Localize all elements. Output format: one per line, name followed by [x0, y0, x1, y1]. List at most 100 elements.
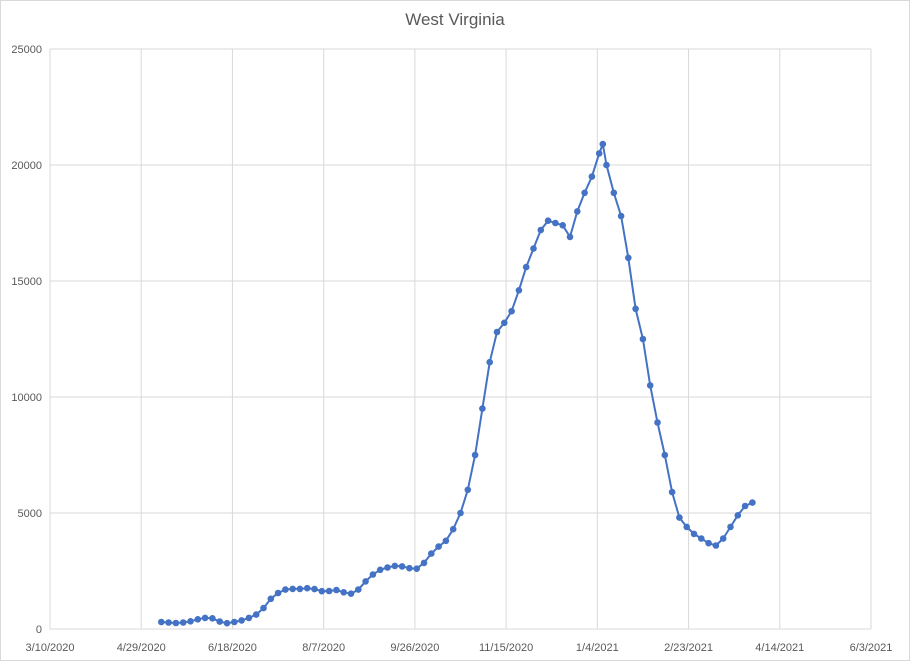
data-point: [479, 405, 486, 412]
data-point: [471, 451, 479, 459]
data-point: [501, 319, 508, 327]
data-point: [676, 514, 683, 521]
y-tick-label: 15000: [11, 276, 42, 288]
data-point: [274, 589, 282, 597]
data-point: [515, 287, 523, 294]
data-point: [311, 585, 318, 593]
data-point: [209, 615, 216, 622]
x-tick-label: 4/14/2021: [755, 642, 804, 654]
y-tick-label: 10000: [11, 392, 42, 404]
data-point: [194, 616, 202, 623]
data-point: [522, 263, 530, 271]
data-point: [449, 525, 457, 533]
data-point: [428, 550, 435, 557]
data-point: [727, 523, 734, 531]
data-point: [325, 587, 333, 595]
y-tick-label: 0: [36, 624, 42, 636]
data-point: [223, 619, 231, 627]
x-tick-label: 6/18/2020: [208, 642, 257, 654]
data-point: [464, 486, 472, 494]
data-point: [559, 222, 566, 229]
data-point: [303, 584, 311, 592]
data-point: [296, 585, 304, 593]
data-point: [252, 611, 260, 618]
y-tick-label: 25000: [11, 44, 42, 56]
data-point: [201, 614, 209, 622]
data-point: [362, 578, 369, 585]
data-point: [158, 618, 165, 626]
data-point: [391, 562, 399, 570]
chart-title: West Virginia: [405, 10, 505, 29]
axis-labels: 0 5000 10000 15000 20000 25000 3/10/2020 4/29/2…: [11, 44, 892, 654]
data-point: [749, 499, 756, 506]
data-point: [530, 245, 537, 252]
data-point: [705, 539, 712, 547]
data-point: [216, 618, 223, 625]
data-point: [289, 585, 297, 593]
data-point: [398, 563, 406, 570]
data-point: [719, 535, 727, 542]
data-point: [340, 589, 348, 596]
data-point: [639, 335, 647, 343]
x-tick-label: 1/4/2021: [576, 642, 619, 654]
data-point: [661, 451, 669, 459]
data-point: [369, 571, 377, 578]
data-point: [435, 543, 442, 550]
data-point: [698, 535, 705, 542]
data-point: [574, 208, 581, 215]
data-point: [654, 419, 661, 426]
data-point: [187, 618, 194, 625]
y-tick-label: 5000: [18, 508, 42, 520]
data-point: [420, 559, 428, 567]
x-tick-label: 6/3/2021: [850, 642, 893, 654]
data-point: [544, 217, 552, 224]
data-point: [566, 233, 574, 241]
data-point: [442, 537, 450, 545]
data-point: [508, 307, 515, 315]
data-point: [384, 564, 391, 571]
data-point: [260, 604, 267, 612]
data-point: [552, 219, 559, 227]
data-point: [646, 382, 654, 389]
x-tick-label: 3/10/2020: [26, 642, 75, 654]
x-tick-label: 8/7/2020: [302, 642, 345, 654]
data-point: [632, 305, 639, 313]
gridlines: [49, 48, 872, 630]
data-point: [683, 523, 690, 531]
data-point: [625, 254, 632, 262]
data-point: [603, 161, 610, 169]
data-point: [617, 212, 625, 220]
data-point: [376, 566, 384, 574]
data-point: [179, 619, 187, 626]
x-tick-label: 4/29/2020: [117, 642, 166, 654]
data-point: [668, 488, 676, 496]
data-point: [734, 512, 742, 519]
data-point: [486, 358, 494, 366]
data-point: [267, 595, 275, 603]
data-point: [610, 189, 618, 197]
data-point: [690, 530, 698, 538]
data-point: [537, 226, 545, 234]
data-point: [581, 189, 588, 197]
data-point: [165, 619, 172, 626]
y-tick-label: 20000: [11, 160, 42, 172]
series-line: [161, 143, 753, 625]
data-point: [413, 565, 421, 572]
data-point: [231, 618, 238, 626]
data-point: [333, 586, 340, 594]
data-point: [712, 542, 720, 549]
data-point: [493, 328, 501, 336]
x-tick-label: 9/26/2020: [390, 642, 439, 654]
series-west-virginia: [158, 140, 756, 627]
data-point: [595, 150, 603, 157]
data-point: [741, 502, 749, 510]
data-point: [245, 614, 253, 622]
x-tick-label: 2/23/2021: [664, 642, 713, 654]
data-point: [238, 617, 245, 624]
data-point: [347, 590, 355, 597]
data-point: [318, 587, 326, 595]
data-point: [457, 509, 464, 517]
data-point: [406, 564, 413, 572]
